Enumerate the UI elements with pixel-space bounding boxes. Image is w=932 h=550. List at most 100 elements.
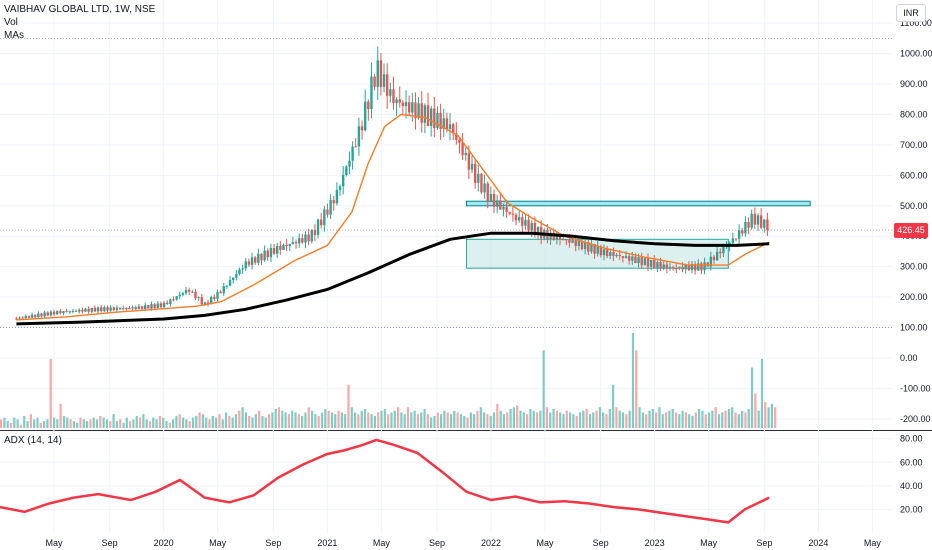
volume-label[interactable]: Vol xyxy=(4,17,18,28)
candle-body xyxy=(370,76,373,110)
volume-bar xyxy=(287,414,291,428)
candle-body xyxy=(445,118,449,130)
candle-body xyxy=(684,265,687,270)
candle-body xyxy=(241,268,244,270)
volume-bar xyxy=(251,417,254,428)
volume-bar xyxy=(19,424,23,428)
candle-body xyxy=(719,251,722,254)
volume-bar xyxy=(535,412,539,428)
volume-bar xyxy=(178,414,181,428)
candle-body xyxy=(580,240,584,250)
candle-body xyxy=(433,108,436,129)
candle-body xyxy=(244,261,247,269)
candle-body xyxy=(147,305,150,309)
volume-bar xyxy=(655,412,658,428)
volume-bar xyxy=(744,412,747,428)
volume-bar xyxy=(750,367,754,428)
volume-bar xyxy=(638,407,641,428)
volume-bar xyxy=(165,421,168,428)
candle-body xyxy=(338,186,342,191)
volume-bar xyxy=(413,410,416,428)
candle-body xyxy=(517,217,521,221)
candle-body xyxy=(747,221,750,228)
volume-bar xyxy=(261,415,264,428)
candle-body xyxy=(100,307,103,312)
volume-bar xyxy=(367,412,370,428)
volume-bar xyxy=(39,422,42,428)
candle-body xyxy=(27,316,31,318)
x-tick-label: May xyxy=(700,538,718,548)
volume-bar xyxy=(506,412,509,428)
volume-bar xyxy=(105,419,109,428)
volume-bar xyxy=(228,415,231,428)
candle-body xyxy=(109,307,112,311)
candle-body xyxy=(313,230,317,235)
volume-bar xyxy=(430,417,433,428)
candle-body xyxy=(458,139,461,143)
volume-bar xyxy=(549,412,552,428)
volume-bar xyxy=(648,410,651,428)
candle-body xyxy=(159,303,163,307)
candle-body xyxy=(253,257,257,263)
volume-bar xyxy=(344,414,347,428)
symbol-title[interactable]: VAIBHAV GLOBAL LTD, 1W, NSE xyxy=(4,4,156,15)
candle-body xyxy=(411,102,414,113)
volume-bar xyxy=(641,412,644,428)
candle-body xyxy=(627,256,631,261)
volume-bar xyxy=(585,409,588,428)
price-chart[interactable]: 1100.00 1000.00 900.00 800.00 700.00 600.00 50… xyxy=(0,0,932,430)
candle-body xyxy=(266,250,269,258)
volume-bar xyxy=(694,412,697,428)
candle-body xyxy=(590,243,593,252)
candle-body xyxy=(624,256,628,258)
volume-bar xyxy=(59,403,62,428)
candle-body xyxy=(643,258,647,266)
volume-bar xyxy=(698,409,701,428)
y-tick-label: 700.00 xyxy=(900,140,928,150)
adx-legend[interactable]: ADX (14, 14) xyxy=(4,435,62,446)
volume-bar xyxy=(347,384,350,428)
volume-bar xyxy=(545,407,549,428)
candle-body xyxy=(502,206,505,210)
candle-body xyxy=(662,264,665,269)
volume-bar xyxy=(595,410,598,428)
adx-line xyxy=(0,438,770,524)
candle-body xyxy=(429,108,433,127)
candle-body xyxy=(310,230,313,242)
volume-bar xyxy=(16,419,19,428)
volume-bar xyxy=(651,409,654,428)
candle-body xyxy=(297,238,301,244)
candle-body xyxy=(200,297,203,305)
candle-body xyxy=(744,221,747,234)
candle-body xyxy=(659,262,662,269)
volume-bar xyxy=(241,407,244,428)
candle-body xyxy=(404,102,408,107)
volume-bar xyxy=(578,412,582,428)
adx-chart[interactable]: 80.00 60.00 40.00 20.00 May Sep 2020 May Sep 2021… xyxy=(0,430,932,550)
volume-bar xyxy=(492,412,496,428)
volume-bar xyxy=(529,409,532,428)
volume-bar xyxy=(191,417,195,428)
y-tick-label: 200.00 xyxy=(900,292,928,302)
y-tick-label: 600.00 xyxy=(900,170,928,180)
volume-bar xyxy=(426,414,429,428)
candle-body xyxy=(367,101,370,110)
volume-bar xyxy=(304,412,307,428)
candle-body xyxy=(483,183,486,193)
volume-bar xyxy=(99,415,102,428)
candle-body xyxy=(417,103,420,119)
currency-button[interactable]: INR xyxy=(896,4,926,22)
volume-bar xyxy=(572,414,575,428)
volume-bar xyxy=(79,417,82,428)
volume-bar xyxy=(274,409,277,428)
volume-bar xyxy=(43,421,46,428)
ma-label[interactable]: MAs xyxy=(4,30,24,41)
candle-body xyxy=(521,217,524,226)
candle-body xyxy=(46,312,49,316)
candle-body xyxy=(216,291,219,299)
volume-bar xyxy=(327,410,330,428)
x-tick-label: 2023 xyxy=(645,538,665,548)
volume-bar xyxy=(215,417,218,428)
candle-body xyxy=(118,307,122,310)
volume-bar xyxy=(489,415,492,428)
